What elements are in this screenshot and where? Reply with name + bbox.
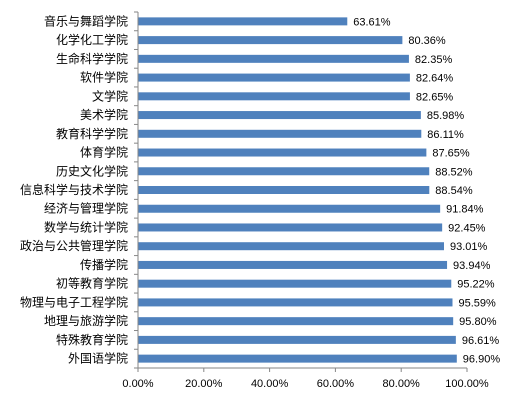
value-label-3: 82.64%: [416, 73, 454, 85]
bar-9: [138, 186, 430, 194]
category-label-5: 美术学院: [80, 107, 128, 122]
x-tick-label-0: 0.00%: [122, 378, 153, 390]
category-label-7: 体育学院: [80, 145, 128, 160]
bar-12: [138, 242, 444, 251]
bar-2: [138, 54, 409, 63]
category-label-2: 生命科学学院: [56, 51, 128, 66]
bar-4: [138, 92, 410, 101]
category-label-10: 经济与管理学院: [44, 201, 128, 216]
category-label-18: 外国语学院: [68, 351, 128, 366]
bar-8: [138, 167, 430, 176]
x-tick-label-3: 60.00%: [317, 378, 355, 390]
category-label-13: 传播学院: [80, 257, 128, 272]
bar-18: [138, 354, 457, 363]
category-label-12: 政治与公共管理学院: [20, 238, 128, 253]
category-label-3: 软件学院: [80, 70, 128, 85]
value-label-13: 93.94%: [453, 260, 491, 272]
value-label-12: 93.01%: [450, 241, 488, 253]
bar-7: [138, 148, 427, 157]
bar-15: [138, 298, 453, 307]
category-label-9: 信息科学与技术学院: [20, 182, 128, 197]
value-label-16: 95.80%: [459, 316, 497, 328]
bar-5: [138, 111, 421, 120]
value-label-17: 96.61%: [462, 335, 500, 347]
category-label-6: 教育科学学院: [56, 126, 128, 141]
bar-17: [138, 335, 456, 344]
category-label-14: 初等教育学院: [56, 276, 128, 291]
bar-14: [138, 279, 452, 288]
value-label-8: 88.52%: [435, 166, 473, 178]
x-tick-label-2: 40.00%: [251, 378, 289, 390]
bar-16: [138, 317, 454, 326]
x-tick-label-4: 80.00%: [383, 378, 421, 390]
value-label-2: 82.35%: [415, 54, 453, 66]
bar-0: [138, 17, 348, 26]
value-label-7: 87.65%: [432, 148, 470, 160]
bar-13: [138, 260, 448, 269]
bar-10: [138, 204, 441, 213]
value-labels: 63.61% 80.36% 82.35% 82.64% 82.65% 85.98% 86.1…: [353, 16, 500, 365]
value-label-14: 95.22%: [457, 279, 495, 291]
category-label-15: 物理与电子工程学院: [20, 294, 128, 309]
value-label-0: 63.61%: [353, 16, 391, 28]
x-tick-label-5: 100.00%: [445, 378, 489, 390]
category-labels: 音乐与舞蹈学院化学化工学院生命科学学院软件学院文学院美术学院教育科学学院体育学院…: [20, 13, 128, 365]
category-label-1: 化学化工学院: [56, 32, 128, 47]
category-label-17: 特殊教育学院: [56, 332, 128, 347]
value-label-9: 88.54%: [435, 185, 473, 197]
value-label-18: 96.90%: [463, 354, 501, 366]
x-tick-label-1: 20.00%: [185, 378, 223, 390]
value-label-10: 91.84%: [446, 204, 484, 216]
category-label-0: 音乐与舞蹈学院: [44, 13, 128, 28]
value-label-6: 86.11%: [427, 129, 464, 141]
category-label-11: 数学与统计学院: [44, 219, 128, 234]
category-label-16: 地理与旅游学院: [44, 313, 128, 328]
value-label-1: 80.36%: [408, 35, 446, 47]
category-label-4: 文学院: [92, 88, 128, 103]
bar-3: [138, 73, 410, 82]
bar-11: [138, 223, 443, 232]
value-label-11: 92.45%: [448, 222, 486, 234]
value-label-4: 82.65%: [416, 91, 454, 103]
bar-1: [138, 36, 403, 45]
bars-layer: [138, 17, 457, 363]
bar-6: [138, 129, 422, 138]
value-label-15: 95.59%: [458, 297, 496, 309]
category-label-8: 历史文化学院: [56, 163, 128, 178]
axes: 0.00% 20.00% 40.00% 60.00% 80.00% 100.00%: [122, 11, 489, 390]
value-label-5: 85.98%: [427, 110, 465, 122]
